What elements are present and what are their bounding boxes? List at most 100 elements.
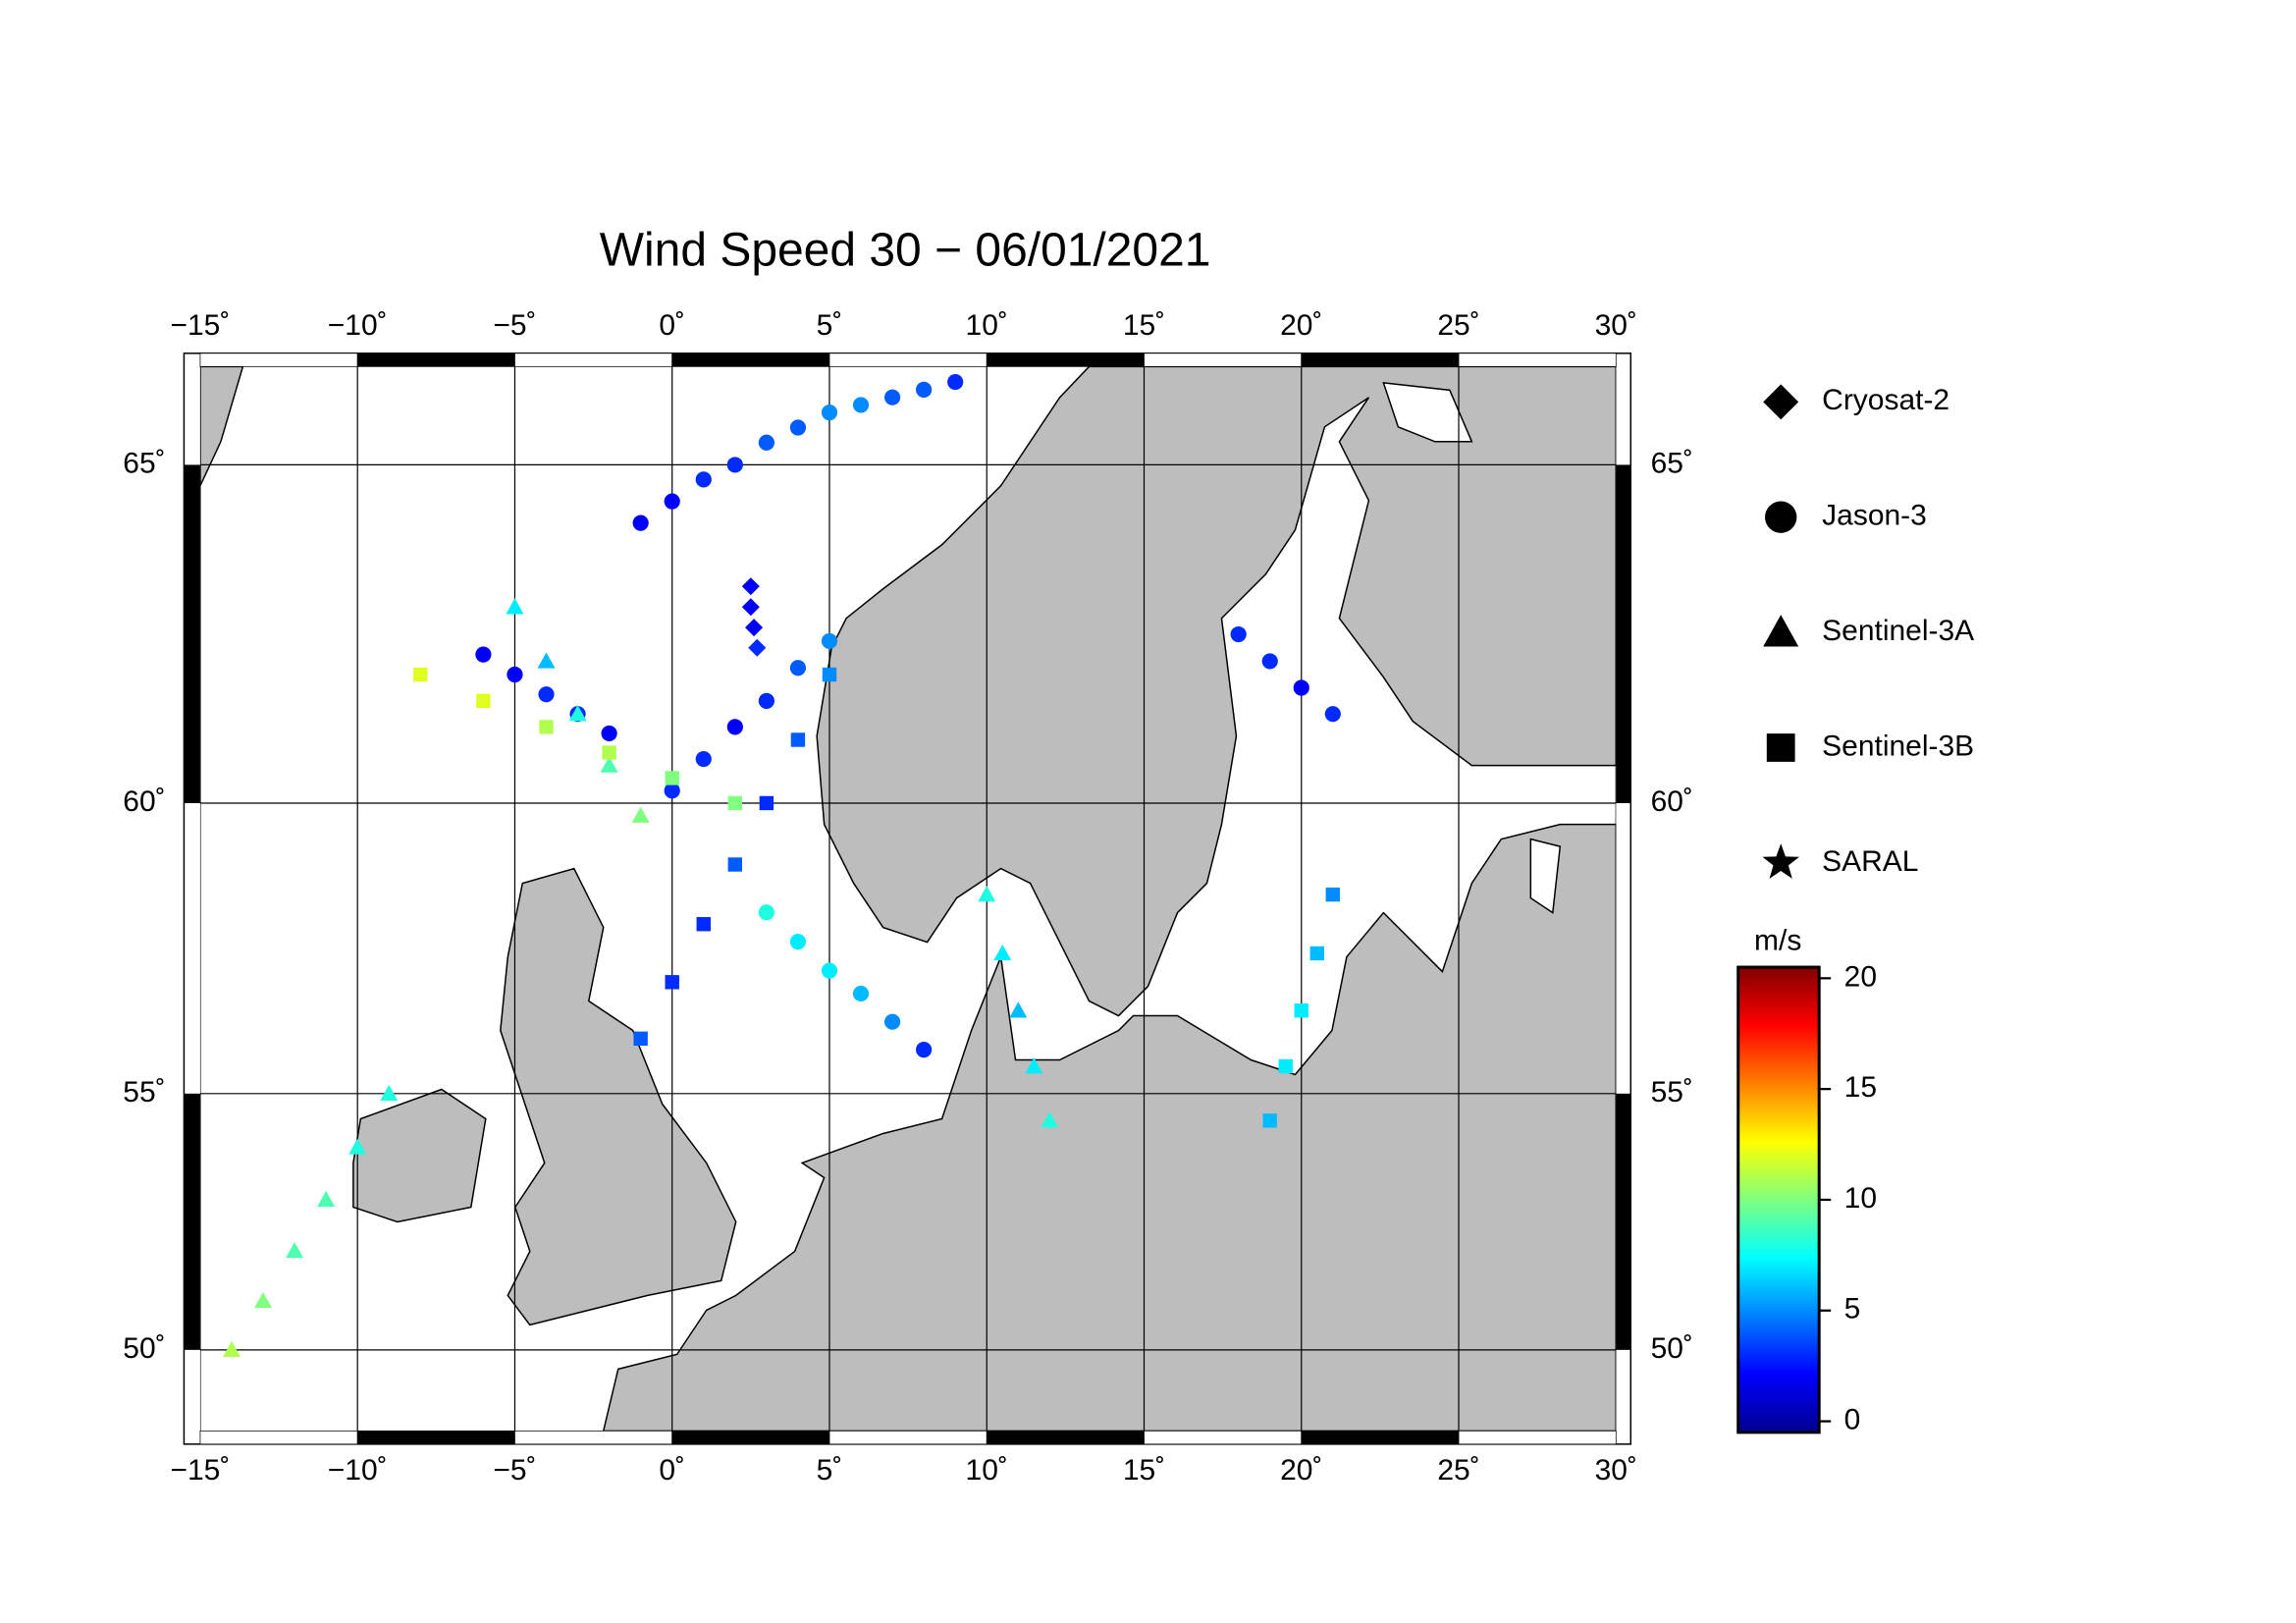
lon-tick-label: 20˚ [1280,1454,1322,1487]
frame-segment [184,1093,200,1350]
legend-label: SARAL [1822,845,1918,878]
frame-segment [986,352,1145,367]
observation [475,646,492,663]
observation [790,732,806,747]
frame-segment [514,1430,673,1445]
observation [348,1138,367,1155]
lon-tick-label: 15˚ [1123,1454,1165,1487]
observation [1025,1057,1043,1074]
observations [222,373,1341,1358]
frame-segment [1616,464,1631,803]
lat-tick-label: 50˚ [1651,1332,1693,1365]
observation [601,725,617,742]
colorbar-tick-label: 10 [1844,1182,1877,1215]
observation [758,904,774,921]
frame-segment [671,1430,830,1445]
observation [726,719,743,735]
observation [317,1190,336,1208]
observation [631,806,650,823]
observation [883,389,901,406]
observation [727,795,743,811]
observation [254,1291,273,1309]
observation [695,471,712,488]
map-area [199,366,1617,1432]
lon-tick-label: 30˚ [1595,309,1637,342]
lon-tick-label: −5˚ [493,309,536,342]
observation [413,667,428,682]
lon-tick-label: 25˚ [1437,309,1479,342]
observation [821,962,838,979]
observation [993,944,1012,961]
legend-marker [1763,615,1799,647]
frame-segment [184,464,200,803]
observation [537,652,556,669]
observation [538,686,555,703]
lon-tick-label: 0˚ [659,309,685,342]
observation [286,1241,304,1259]
observation [1324,706,1341,723]
lat-tick-label: 60˚ [1651,785,1693,818]
observation [1278,1058,1293,1074]
frame-segment [671,352,830,367]
frame-segment [1458,352,1617,367]
observation [1009,1001,1028,1018]
observation [822,667,837,682]
observation [665,771,679,785]
observation [507,666,523,683]
observation [916,381,933,398]
lon-tick-label: 10˚ [966,309,1008,342]
observation [600,756,618,773]
lat-tick-label: 50˚ [123,1332,165,1365]
land [199,366,1617,1432]
observation [758,692,774,709]
lat-tick-label: 65˚ [1651,447,1693,479]
colorbar-tick-label: 0 [1844,1403,1861,1435]
observation [726,457,743,473]
observation [821,632,838,650]
graticule [199,366,1617,1432]
observation [506,598,524,615]
lat-tick-label: 65˚ [123,447,165,479]
observation [1294,1003,1308,1018]
observation [695,750,712,768]
lon-tick-label: −10˚ [328,1454,388,1487]
legend-marker [1763,384,1799,420]
observation [222,1340,240,1358]
observation [789,660,807,676]
frame-segment [828,352,988,367]
observation [633,1031,648,1047]
lat-tick-label: 55˚ [123,1076,165,1109]
map-title: Wind Speed 30 − 06/01/2021 [600,225,1211,277]
observation [380,1084,399,1102]
observation [664,783,680,799]
lon-tick-label: −5˚ [493,1454,536,1487]
colorbar-label: m/s [1754,924,1801,956]
observation [1293,679,1309,696]
legend-marker [1765,501,1797,533]
observation [1325,887,1341,902]
observation [632,514,649,531]
observation [696,917,711,932]
legend-label: Sentinel-3B [1822,730,1974,762]
observation [789,934,807,950]
observation [741,577,760,596]
observation [727,857,743,872]
observation [916,1042,933,1058]
observation [852,985,870,1002]
observation [1261,653,1278,670]
frame-segment [514,352,673,367]
colorbar-tick-label: 20 [1844,960,1877,993]
frame-segment [986,1430,1145,1445]
frame-segment [1144,352,1303,367]
legend-marker [1766,733,1795,762]
frame-segment [1144,1430,1303,1445]
observation [978,886,996,902]
lon-tick-label: −15˚ [171,1454,231,1487]
lat-tick-label: 60˚ [123,785,165,818]
legend-marker [1762,843,1800,879]
lon-tick-label: −15˚ [171,309,231,342]
lon-tick-label: −10˚ [328,309,388,342]
lon-tick-label: 10˚ [966,1454,1008,1487]
